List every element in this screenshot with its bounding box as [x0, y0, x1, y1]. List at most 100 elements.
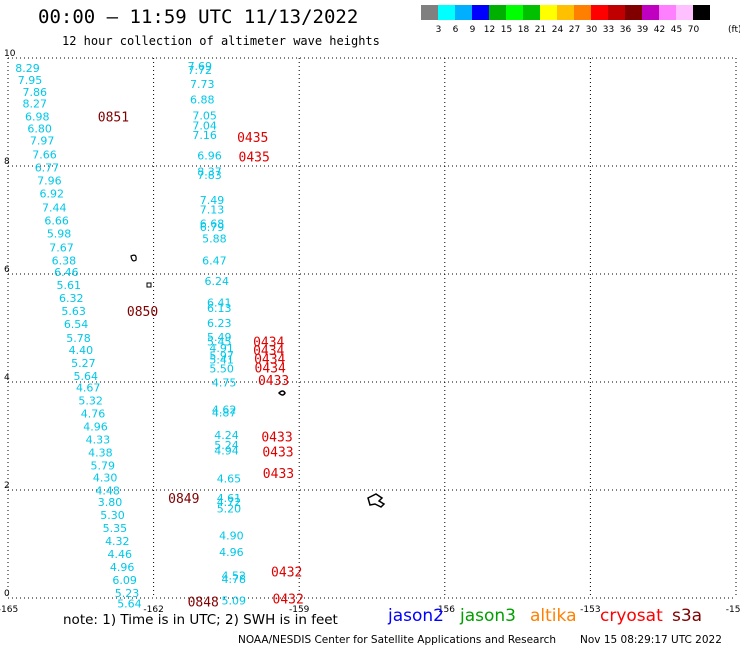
- pass-time-label: 0434: [254, 353, 285, 368]
- legend-swatch: [676, 5, 693, 20]
- lat-tick-label: 8: [4, 157, 10, 167]
- wave-height-label: 8.29: [15, 62, 40, 75]
- pass-time-label: 0433: [263, 467, 294, 482]
- wave-height-label: 5.32: [78, 395, 103, 408]
- lon-tick-label: -156: [435, 605, 456, 615]
- pass-time-label: 0435: [237, 131, 268, 146]
- page-title: 00:00 – 11:59 UTC 11/13/2022: [38, 6, 359, 28]
- wave-height-label: 4.67: [76, 382, 101, 395]
- wave-height-label: 7.73: [190, 78, 215, 91]
- lat-tick-label: 10: [4, 49, 16, 59]
- wave-height-label: 4.32: [105, 535, 130, 548]
- legend-swatch: [489, 5, 506, 20]
- wave-height-label: 6.47: [202, 254, 227, 267]
- wave-height-label: 6.54: [64, 318, 89, 331]
- legend-swatch: [540, 5, 557, 20]
- wave-height-label: 6.77: [35, 161, 60, 174]
- wave-height-label: 8.37: [197, 166, 222, 179]
- legend-swatch: [438, 5, 455, 20]
- legend-label: 6: [452, 25, 459, 35]
- wave-height-label: 6.23: [207, 317, 232, 330]
- satellite-jason2: jason2: [388, 606, 444, 626]
- pass-time-label: 0432: [273, 592, 304, 607]
- wave-height-label: 6.80: [27, 123, 52, 136]
- wave-height-label: 7.95: [18, 74, 42, 87]
- legend-label: 33: [602, 25, 615, 35]
- wave-height-label: 6.24: [205, 275, 230, 288]
- wave-height-label: 4.33: [86, 434, 111, 447]
- wave-height-label: 7.66: [32, 148, 57, 161]
- wave-height-label: 7.16: [192, 129, 217, 142]
- legend-swatch: [421, 5, 438, 20]
- wave-height-label: 5.63: [61, 305, 86, 318]
- legend-unit: (ft): [728, 25, 740, 35]
- wave-height-label: 6.46: [54, 266, 79, 279]
- wave-height-label: 5.61: [57, 279, 82, 292]
- wave-height-label: 7.44: [42, 201, 66, 214]
- wave-height-label: 4.38: [88, 447, 113, 460]
- legend-swatch: [642, 5, 659, 20]
- wave-height-label: 7.96: [37, 174, 62, 187]
- legend-label: 18: [517, 25, 530, 35]
- wave-height-label: 6.88: [190, 93, 215, 106]
- wave-height-label: 5.78: [66, 332, 91, 345]
- wave-height-label: 6.09: [112, 574, 137, 587]
- wave-height-label: 4.91: [209, 342, 234, 355]
- wave-height-label: 4.40: [69, 344, 94, 357]
- lat-tick-label: 6: [4, 265, 10, 275]
- wave-height-label: 4.24: [214, 429, 239, 442]
- wave-height-label: 6.41: [207, 296, 232, 309]
- wave-height-label: 5.97: [209, 349, 234, 362]
- wave-height-label: 5.88: [202, 233, 227, 246]
- wave-height-label: 6.79: [200, 221, 225, 234]
- pass-time-label: 0434: [253, 344, 284, 359]
- wave-height-label: 4.94: [214, 444, 239, 457]
- wave-height-label: 4.48: [95, 484, 120, 497]
- legend-swatch: [693, 5, 710, 20]
- legend-label: 70: [687, 25, 700, 35]
- wave-height-label: 4.52: [222, 570, 247, 583]
- legend-swatch: [455, 5, 472, 20]
- legend-label: 9: [469, 25, 476, 35]
- satellite-s3a: s3a: [672, 606, 703, 626]
- legend-label: 27: [568, 25, 581, 35]
- legend-label: 45: [670, 25, 683, 35]
- wave-height-label: 5.24: [214, 439, 239, 452]
- lat-tick-label: 4: [4, 373, 10, 383]
- wave-height-label: 7.72: [188, 64, 213, 77]
- pass-time-label: 0851: [98, 111, 129, 126]
- island-shape: [277, 390, 286, 396]
- wave-height-label: 6.38: [52, 254, 77, 267]
- wave-height-label: 4.76: [81, 408, 106, 421]
- legend-label: 30: [585, 25, 598, 35]
- legend-swatch: [557, 5, 574, 20]
- lat-tick-label: 2: [4, 481, 10, 491]
- lon-tick-label: -150: [726, 605, 740, 615]
- satellite-jason3: jason3: [460, 606, 516, 626]
- legend-label: 36: [619, 25, 632, 35]
- lon-tick-label: -159: [289, 605, 310, 615]
- wave-height-label: 5.35: [103, 522, 128, 535]
- island-shape: [367, 493, 386, 508]
- wave-height-label: 6.32: [59, 292, 84, 305]
- wave-height-label: 4.72: [217, 496, 242, 509]
- wave-height-label: 5.09: [222, 594, 247, 607]
- wave-height-label: 5.23: [115, 587, 140, 600]
- wave-height-label: 6.68: [200, 218, 225, 231]
- lat-tick-label: 0: [4, 589, 10, 599]
- lon-tick-label: -165: [0, 605, 18, 615]
- pass-time-label: 0848: [188, 596, 219, 611]
- legend-swatch: [659, 5, 676, 20]
- satellite-cryosat: cryosat: [600, 606, 663, 626]
- wave-height-label: 7.69: [188, 60, 213, 73]
- pass-time-label: 0849: [168, 492, 199, 507]
- wave-height-label: 6.96: [197, 150, 222, 163]
- legend-label: 42: [653, 25, 666, 35]
- wave-height-label: 4.96: [219, 546, 244, 559]
- wave-height-label: 7.86: [23, 86, 47, 99]
- wave-height-label: 5.79: [91, 459, 116, 472]
- wave-height-label: 5.45: [207, 335, 232, 348]
- wave-height-label: 4.90: [219, 530, 244, 543]
- legend-label: 3: [435, 25, 442, 35]
